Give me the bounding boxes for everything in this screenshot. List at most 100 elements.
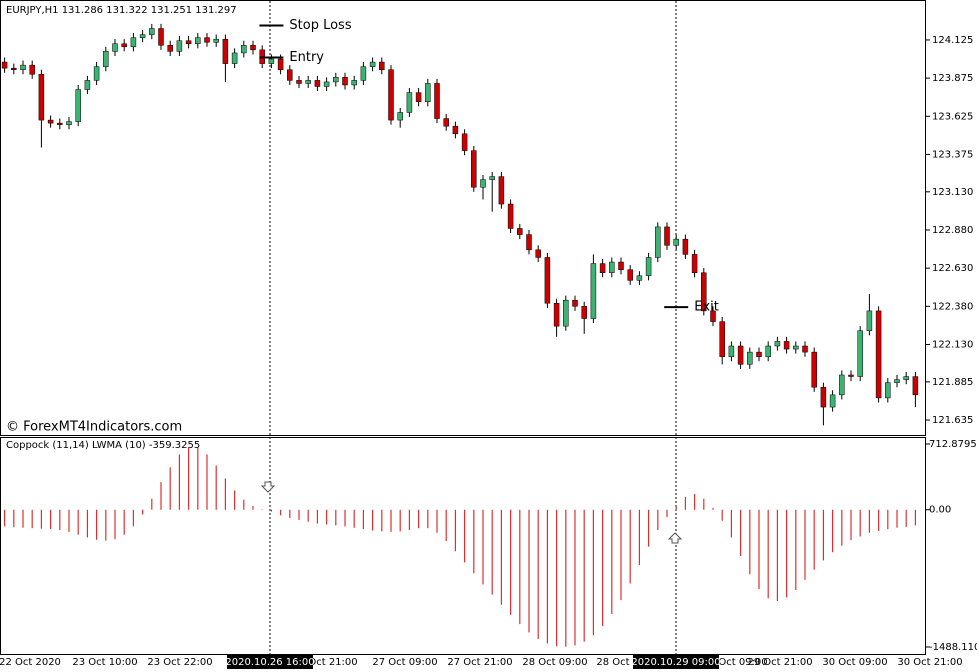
- candle-body: [112, 43, 118, 52]
- candle-body: [875, 310, 882, 399]
- candle-body: [388, 69, 394, 121]
- candle-body: [29, 64, 35, 75]
- signal-arrow: [260, 481, 276, 493]
- x-tick-label: 29 Oct 21:00: [747, 657, 812, 668]
- candle-body: [507, 203, 514, 229]
- y-tick-label: 123.625: [932, 111, 973, 122]
- candle-body: [11, 67, 17, 70]
- candle-body: [434, 83, 440, 119]
- candle-body: [66, 121, 72, 125]
- candle-body: [204, 37, 210, 43]
- y-tick-label: 0.00: [929, 505, 951, 516]
- candle-body: [369, 61, 376, 67]
- candle-body: [425, 83, 431, 103]
- candle-body: [645, 257, 652, 277]
- candle-body: [774, 341, 781, 347]
- candle-body: [443, 118, 449, 127]
- x-tick-label: 27 Oct 21:00: [447, 657, 512, 668]
- candle-body: [664, 226, 670, 246]
- candle-body: [20, 64, 26, 70]
- candle-body: [323, 81, 330, 87]
- candle-body: [802, 345, 808, 353]
- candle-body: [130, 37, 137, 48]
- y-tick-label: 122.130: [932, 339, 973, 350]
- crosshair-label-bg: [227, 655, 313, 669]
- y-tick-label: 121.885: [932, 377, 973, 388]
- candle-body: [360, 66, 367, 81]
- x-tick-label: 28 Oct: [596, 657, 629, 668]
- crosshair-label-bg: [633, 655, 719, 669]
- candle-body: [894, 379, 900, 383]
- candle-body: [296, 80, 302, 84]
- indicator-panel: [0, 437, 926, 655]
- x-tick-label: Oct 21:00: [308, 657, 357, 668]
- x-tick-label: 30 Oct 09:00: [822, 657, 887, 668]
- candle-body: [811, 351, 817, 388]
- candle-body: [673, 238, 679, 246]
- candle-body: [857, 330, 863, 377]
- candle-body: [471, 150, 477, 188]
- crosshair-label: 2020.10.26 16:00: [225, 657, 314, 668]
- candle-body: [185, 40, 192, 45]
- candle-body: [397, 112, 403, 121]
- candle-body: [655, 226, 661, 258]
- candle-body: [342, 77, 348, 86]
- y-tick-label: 123.875: [932, 73, 973, 84]
- candle-body: [581, 306, 587, 319]
- candle-body: [701, 272, 707, 312]
- y-tick-label: -1488.1104: [929, 642, 977, 653]
- candle-body: [176, 40, 183, 52]
- candle-body: [305, 80, 311, 84]
- candle-body: [682, 238, 689, 255]
- candle-body: [885, 382, 891, 399]
- watermark: © ForexMT4Indicators.com: [6, 420, 182, 435]
- candle-body: [121, 43, 127, 48]
- candle-body: [167, 45, 173, 52]
- candle-body: [912, 376, 919, 396]
- candle-body: [287, 69, 293, 81]
- candle-body: [213, 38, 219, 43]
- candle-body: [103, 51, 109, 67]
- y-tick-label: 123.375: [932, 149, 973, 160]
- x-tick-label: 23 Oct 22:00: [147, 657, 212, 668]
- candle-body: [231, 52, 238, 64]
- level-label: Stop Loss: [289, 18, 351, 33]
- candle-body: [517, 228, 523, 235]
- y-tick-label: 123.130: [932, 187, 973, 198]
- candle-body: [268, 58, 275, 64]
- candle-body: [710, 310, 716, 322]
- candle-body: [222, 38, 229, 64]
- candle-body: [756, 351, 762, 357]
- candle-body: [544, 257, 551, 304]
- y-tick-label: 712.8795: [929, 439, 977, 450]
- y-tick-label: 124.125: [932, 35, 973, 46]
- candle-body: [149, 28, 155, 35]
- x-tick-label: Oct 09:00: [718, 657, 767, 668]
- y-tick-label: 121.635: [932, 415, 973, 426]
- candle-body: [75, 89, 81, 122]
- candle-body: [379, 61, 385, 70]
- candle-body: [351, 80, 357, 86]
- candle-body: [609, 261, 615, 273]
- candle-body: [461, 133, 468, 151]
- candle-body: [691, 254, 698, 273]
- candle-body: [139, 34, 146, 38]
- candle-body: [866, 310, 873, 331]
- candle-body: [241, 45, 247, 54]
- candle-body: [765, 345, 771, 357]
- candle-body: [737, 345, 744, 365]
- candle-body: [195, 37, 201, 45]
- x-tick-label: 22 Oct 2020: [0, 657, 61, 668]
- candle-body: [1, 61, 8, 69]
- candle-body: [783, 341, 790, 350]
- candle-body: [333, 77, 339, 83]
- candle-body: [793, 345, 799, 350]
- candle-body: [480, 179, 486, 188]
- candle-body: [250, 45, 256, 51]
- candle-body: [599, 263, 606, 273]
- candle-body: [848, 374, 854, 377]
- candle-body: [563, 299, 569, 327]
- crosshair-label: 2020.10.29 09:00: [631, 657, 720, 668]
- candle-body: [747, 351, 753, 365]
